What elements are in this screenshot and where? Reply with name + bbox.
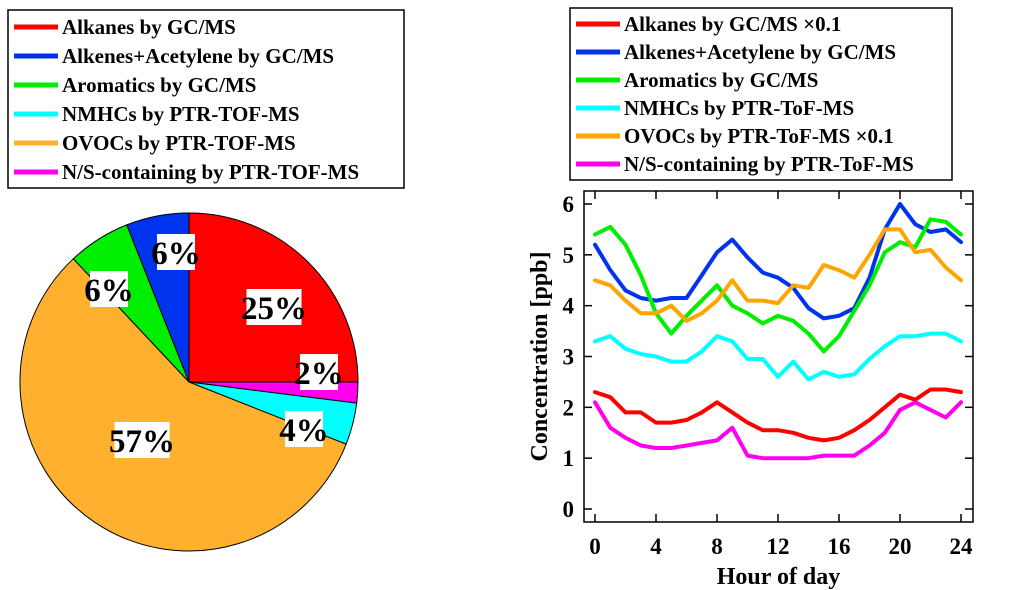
y-tick-label: 1 xyxy=(563,446,575,471)
series-line xyxy=(593,400,963,461)
series-line xyxy=(593,227,963,323)
pie-data-label: 4% xyxy=(279,413,329,449)
series-line xyxy=(593,387,963,443)
pie-legend-label: OVOCs by PTR-TOF-MS xyxy=(62,131,296,155)
y-tick-label: 5 xyxy=(563,243,575,268)
y-tick-label: 4 xyxy=(563,294,575,319)
x-tick-label: 12 xyxy=(767,534,790,559)
pie-label-box xyxy=(285,411,323,447)
pie-slice xyxy=(19,258,347,552)
x-tick-label: 8 xyxy=(711,534,723,559)
line-legend: Alkanes by GC/MS ×0.1 Alkenes+Acetylene b… xyxy=(569,7,953,181)
y-tick-label: 0 xyxy=(563,497,575,522)
series-line xyxy=(593,202,963,321)
pie-legend-label: NMHCs by PTR-TOF-MS xyxy=(62,102,300,126)
pie-legend-frame xyxy=(7,9,405,189)
pie-data-label: 57% xyxy=(109,424,175,460)
y-tick-label: 2 xyxy=(563,395,575,420)
line-legend-label: N/S-containing by PTR-ToF-MS xyxy=(624,152,914,176)
x-tick-label: 16 xyxy=(828,534,851,559)
pie-label-box xyxy=(157,234,195,270)
x-tick-label: 24 xyxy=(950,534,974,559)
pie-label-box xyxy=(246,289,302,325)
pie-data-label: 6% xyxy=(84,273,134,309)
line-legend-label: Alkanes by GC/MS ×0.1 xyxy=(624,12,841,36)
y-tick-label: 3 xyxy=(563,345,575,370)
pie-data-label: 2% xyxy=(294,356,344,392)
y-tick-label: 6 xyxy=(563,192,575,217)
x-axis-label: Hour of day xyxy=(717,564,841,590)
pie-data-label: 6% xyxy=(151,236,201,272)
line-legend-label: OVOCs by PTR-ToF-MS ×0.1 xyxy=(624,124,894,148)
line-legend-label: Aromatics by GC/MS xyxy=(624,68,818,92)
pie-legend: Alkanes by GC/MS Alkenes+Acetylene by GC/… xyxy=(7,9,405,189)
pie-label-box xyxy=(114,422,170,458)
x-tick-label: 4 xyxy=(650,534,662,559)
line-legend-label: NMHCs by PTR-ToF-MS xyxy=(624,96,854,120)
x-tick-label: 0 xyxy=(589,534,601,559)
pie-label-box xyxy=(90,271,128,307)
line-legend-frame xyxy=(569,7,953,181)
pie-data-label: 25% xyxy=(241,291,307,327)
pie-label-box xyxy=(300,354,338,390)
y-axis-label: Concentration [ppb] xyxy=(527,251,553,461)
line-legend-label: Alkenes+Acetylene by GC/MS xyxy=(624,40,896,64)
plot-frame xyxy=(583,190,974,523)
pie-legend-label: Aromatics by GC/MS xyxy=(62,73,256,97)
pie-chart: 25% 2% 4% 57% 6% 6% xyxy=(19,212,359,552)
x-tick-label: 20 xyxy=(889,534,912,559)
pie-legend-label: Alkenes+Acetylene by GC/MS xyxy=(62,44,334,68)
pie-legend-label: N/S-containing by PTR-TOF-MS xyxy=(62,160,359,184)
series-line xyxy=(593,331,963,382)
pie-legend-label: Alkanes by GC/MS xyxy=(62,15,236,39)
